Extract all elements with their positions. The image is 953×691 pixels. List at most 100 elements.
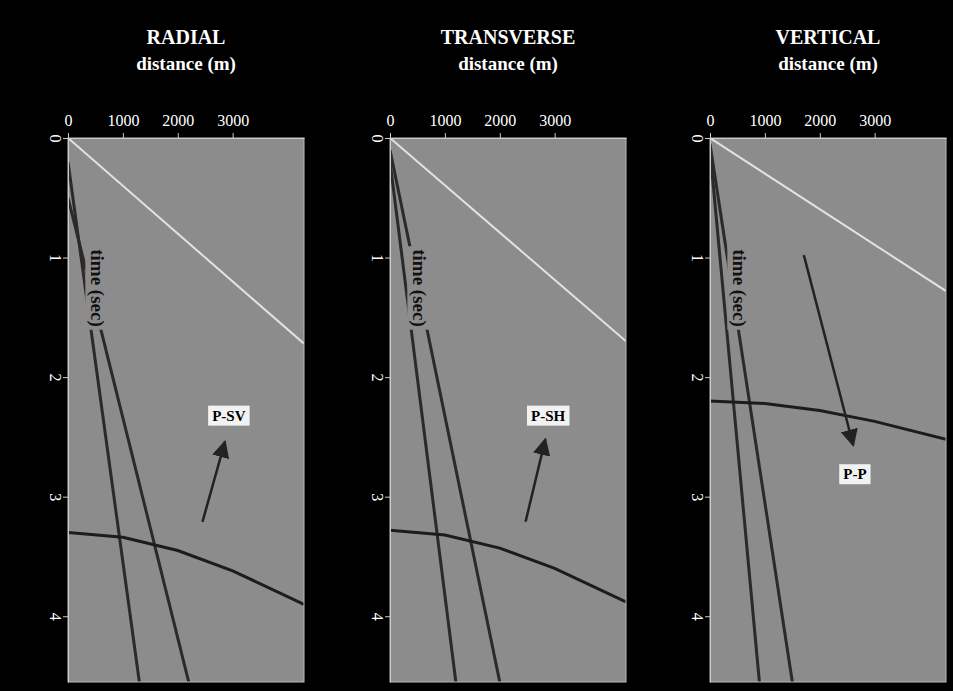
label-patch bbox=[407, 246, 431, 330]
label-patch bbox=[727, 246, 751, 330]
panel-title: VERTICAL bbox=[776, 26, 881, 48]
x-axis-title: distance (m) bbox=[778, 53, 878, 75]
x-tick-mark bbox=[555, 133, 556, 138]
panel-title: RADIAL bbox=[147, 26, 226, 48]
x-tick-label: 1000 bbox=[429, 112, 461, 129]
axis-line bbox=[69, 138, 305, 139]
y-tick-label: 4 bbox=[369, 613, 386, 621]
panel: 0 1000 2000 3000 0 1 2 3 4 TRANSVERSE distance (m)… bbox=[369, 26, 627, 683]
annotation-arrow bbox=[202, 442, 225, 522]
x-tick-label: 3000 bbox=[217, 112, 249, 129]
y-tick: 0 bbox=[369, 135, 390, 143]
y-tick-label: 3 bbox=[47, 493, 64, 501]
plot-background bbox=[710, 138, 946, 682]
x-tick-mark bbox=[233, 133, 234, 138]
event-line bbox=[390, 150, 500, 682]
y-tick: 0 bbox=[689, 135, 710, 143]
panel: 0 1000 2000 3000 0 1 2 3 4 RADIAL distance (m) time… bbox=[47, 26, 305, 683]
x-tick-label: 2000 bbox=[162, 112, 194, 129]
y-axis-title: time (sec) bbox=[728, 249, 750, 327]
y-tick: 3 bbox=[369, 493, 390, 501]
annotation-label: P-SH bbox=[531, 408, 566, 424]
x-tick: 1000 bbox=[749, 112, 781, 138]
y-tick-label: 2 bbox=[689, 374, 706, 382]
annotation-box bbox=[527, 406, 570, 426]
axis-line bbox=[711, 138, 947, 139]
event-line bbox=[68, 138, 304, 344]
y-tick: 1 bbox=[47, 254, 68, 262]
y-tick-label: 0 bbox=[689, 135, 706, 143]
x-tick-label: 2000 bbox=[484, 112, 516, 129]
y-axis-title-group: time (sec) bbox=[85, 246, 109, 330]
event-line bbox=[390, 138, 626, 341]
marks bbox=[68, 138, 304, 682]
x-tick-label: 1000 bbox=[107, 112, 139, 129]
y-axis: 0 1 2 3 4 bbox=[689, 135, 711, 683]
y-axis: 0 1 2 3 4 bbox=[369, 135, 391, 683]
axis-line bbox=[68, 139, 69, 683]
plot-frame bbox=[390, 138, 626, 682]
label-patch bbox=[85, 246, 109, 330]
y-tick: 0 bbox=[47, 135, 68, 143]
x-tick: 2000 bbox=[162, 112, 194, 138]
x-tick-mark bbox=[500, 133, 501, 138]
x-axis: 0 1000 2000 3000 bbox=[707, 112, 947, 139]
y-tick: 2 bbox=[47, 374, 68, 382]
x-tick-mark bbox=[820, 133, 821, 138]
y-axis-title: time (sec) bbox=[86, 249, 108, 327]
y-tick-label: 3 bbox=[369, 493, 386, 501]
x-tick-label: 0 bbox=[707, 112, 715, 129]
y-tick-label: 4 bbox=[689, 613, 706, 621]
x-tick: 0 bbox=[387, 112, 395, 138]
y-tick-label: 1 bbox=[689, 254, 706, 262]
y-tick: 1 bbox=[369, 254, 390, 262]
y-tick: 3 bbox=[689, 493, 710, 501]
x-tick-label: 0 bbox=[387, 112, 395, 129]
x-axis: 0 1000 2000 3000 bbox=[65, 112, 305, 139]
x-tick-label: 2000 bbox=[804, 112, 836, 129]
x-tick-mark bbox=[123, 133, 124, 138]
plot-frame bbox=[710, 138, 946, 682]
y-tick: 4 bbox=[369, 613, 390, 621]
x-tick-mark bbox=[390, 133, 391, 138]
y-tick: 2 bbox=[369, 374, 390, 382]
annotation-arrow bbox=[526, 439, 546, 521]
annotation-label: P-P bbox=[843, 466, 866, 482]
x-tick: 0 bbox=[707, 112, 715, 138]
y-axis-title-group: time (sec) bbox=[407, 246, 431, 330]
annotation-box bbox=[208, 406, 250, 426]
panel: 0 1000 2000 3000 0 1 2 3 4 VERTICAL distance (m) ti… bbox=[689, 26, 947, 683]
y-tick-label: 1 bbox=[369, 254, 386, 262]
annotation-arrow bbox=[804, 255, 853, 445]
y-tick-label: 4 bbox=[47, 613, 64, 621]
y-axis: 0 1 2 3 4 bbox=[47, 135, 69, 683]
x-axis-title: distance (m) bbox=[136, 53, 236, 75]
x-tick-label: 3000 bbox=[859, 112, 891, 129]
x-tick-label: 3000 bbox=[539, 112, 571, 129]
y-tick: 1 bbox=[689, 254, 710, 262]
axis-line bbox=[390, 139, 391, 683]
x-tick-label: 1000 bbox=[749, 112, 781, 129]
x-tick: 2000 bbox=[804, 112, 836, 138]
x-tick-mark bbox=[765, 133, 766, 138]
y-axis-title-group: time (sec) bbox=[727, 246, 751, 330]
event-line bbox=[68, 533, 304, 605]
x-tick: 3000 bbox=[539, 112, 571, 138]
x-tick: 1000 bbox=[429, 112, 461, 138]
x-tick-mark bbox=[875, 133, 876, 138]
y-tick-label: 3 bbox=[689, 493, 706, 501]
x-tick: 3000 bbox=[217, 112, 249, 138]
x-tick: 0 bbox=[65, 112, 73, 138]
x-tick-mark bbox=[710, 133, 711, 138]
event-line bbox=[390, 530, 626, 602]
marks bbox=[390, 138, 626, 682]
x-axis-title: distance (m) bbox=[458, 53, 558, 75]
y-tick-label: 2 bbox=[47, 374, 64, 382]
x-tick-mark bbox=[178, 133, 179, 138]
y-tick-label: 1 bbox=[47, 254, 64, 262]
annotation-label: P-SV bbox=[212, 408, 246, 424]
y-axis-title: time (sec) bbox=[408, 249, 430, 327]
panel-title: TRANSVERSE bbox=[441, 26, 575, 48]
plot-background bbox=[390, 138, 626, 682]
axis-line bbox=[710, 139, 711, 683]
